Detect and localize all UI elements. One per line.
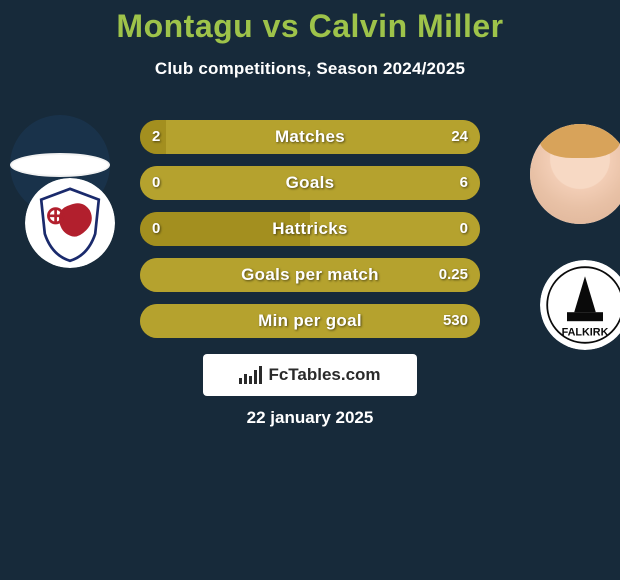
stat-label: Matches — [140, 120, 480, 154]
stat-row: 224Matches — [140, 120, 480, 154]
stat-label: Goals per match — [140, 258, 480, 292]
bar-chart-icon — [239, 366, 262, 384]
page-title: Montagu vs Calvin Miller — [0, 0, 620, 45]
stat-label: Goals — [140, 166, 480, 200]
player2-avatar-face — [530, 124, 620, 224]
date-text: 22 january 2025 — [0, 408, 620, 428]
player1-club-crest-icon — [25, 178, 115, 268]
stat-row: 530Min per goal — [140, 304, 480, 338]
stat-label: Hattricks — [140, 212, 480, 246]
stat-row: 0.25Goals per match — [140, 258, 480, 292]
stats-container: 224Matches 06Goals 00Hattricks 0.25Goals pe… — [140, 120, 480, 350]
brand-badge: FcTables.com — [203, 354, 417, 396]
player2-avatar — [530, 124, 620, 224]
comparison-card: Montagu vs Calvin Miller Club competitio… — [0, 0, 620, 580]
player2-club-crest-icon: FALKIRK — [540, 260, 620, 350]
stat-row: 06Goals — [140, 166, 480, 200]
stat-label: Min per goal — [140, 304, 480, 338]
stat-row: 00Hattricks — [140, 212, 480, 246]
svg-text:FALKIRK: FALKIRK — [562, 327, 609, 339]
player2-club-badge: FALKIRK — [540, 260, 620, 350]
subtitle: Club competitions, Season 2024/2025 — [0, 59, 620, 79]
player1-avatar-placeholder — [10, 153, 110, 177]
brand-text: FcTables.com — [268, 365, 380, 385]
player1-club-badge — [25, 178, 115, 268]
